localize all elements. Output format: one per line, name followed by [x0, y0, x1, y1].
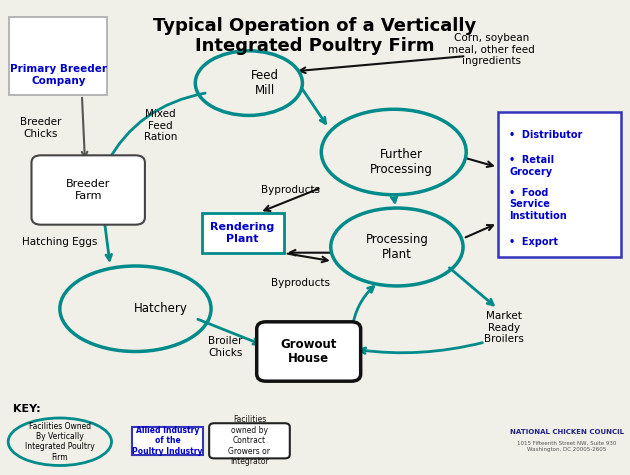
Text: Feed
Mill: Feed Mill	[251, 69, 278, 97]
Text: Further
Processing: Further Processing	[370, 148, 433, 175]
Text: Rendering
Plant: Rendering Plant	[210, 222, 275, 244]
Text: Allied Industry
of the
Poultry Industry: Allied Industry of the Poultry Industry	[132, 426, 203, 456]
Text: •  Food
Service
Institution: • Food Service Institution	[509, 188, 567, 221]
Text: Primary Breeder
Company: Primary Breeder Company	[10, 64, 106, 86]
Text: Corn, soybean
meal, other feed
ingredients: Corn, soybean meal, other feed ingredien…	[448, 33, 535, 66]
Text: Processing
Plant: Processing Plant	[365, 233, 428, 261]
Text: •  Export: • Export	[509, 237, 558, 247]
Text: Byproducts: Byproducts	[261, 185, 321, 195]
Text: Market
Ready
Broilers: Market Ready Broilers	[484, 311, 524, 344]
Text: Byproducts: Byproducts	[271, 277, 330, 288]
Text: Mixed
Feed
Ration: Mixed Feed Ration	[144, 109, 177, 142]
Text: KEY:: KEY:	[13, 403, 40, 414]
Text: Facilities Owned
By Vertically
Integrated Poultry
Firm: Facilities Owned By Vertically Integrate…	[25, 422, 94, 462]
Text: Hatching Eggs: Hatching Eggs	[22, 237, 98, 247]
Text: Breeder
Farm: Breeder Farm	[66, 179, 110, 201]
Text: NATIONAL CHICKEN COUNCIL: NATIONAL CHICKEN COUNCIL	[510, 429, 624, 435]
Text: •  Retail
Grocery: • Retail Grocery	[509, 155, 554, 177]
FancyBboxPatch shape	[498, 112, 621, 256]
Text: 1015 Fifteenth Street NW, Suite 930
Washington, DC 20005-2605: 1015 Fifteenth Street NW, Suite 930 Wash…	[517, 441, 617, 452]
Text: Growout
House: Growout House	[280, 338, 337, 365]
Text: Facilities
owned by
Contract
Growers or
Integrator: Facilities owned by Contract Growers or …	[229, 416, 270, 466]
FancyBboxPatch shape	[9, 17, 107, 95]
Text: Breeder
Chicks: Breeder Chicks	[20, 117, 62, 139]
Text: Typical Operation of a Vertically
Integrated Poultry Firm: Typical Operation of a Vertically Integr…	[153, 17, 477, 56]
FancyBboxPatch shape	[202, 213, 284, 253]
Text: Hatchery: Hatchery	[134, 302, 188, 315]
Text: Broiler
Chicks: Broiler Chicks	[209, 336, 243, 358]
FancyBboxPatch shape	[209, 423, 290, 458]
FancyBboxPatch shape	[32, 155, 145, 225]
FancyBboxPatch shape	[256, 322, 360, 381]
Text: •  Distributor: • Distributor	[509, 130, 582, 141]
FancyBboxPatch shape	[132, 427, 203, 455]
